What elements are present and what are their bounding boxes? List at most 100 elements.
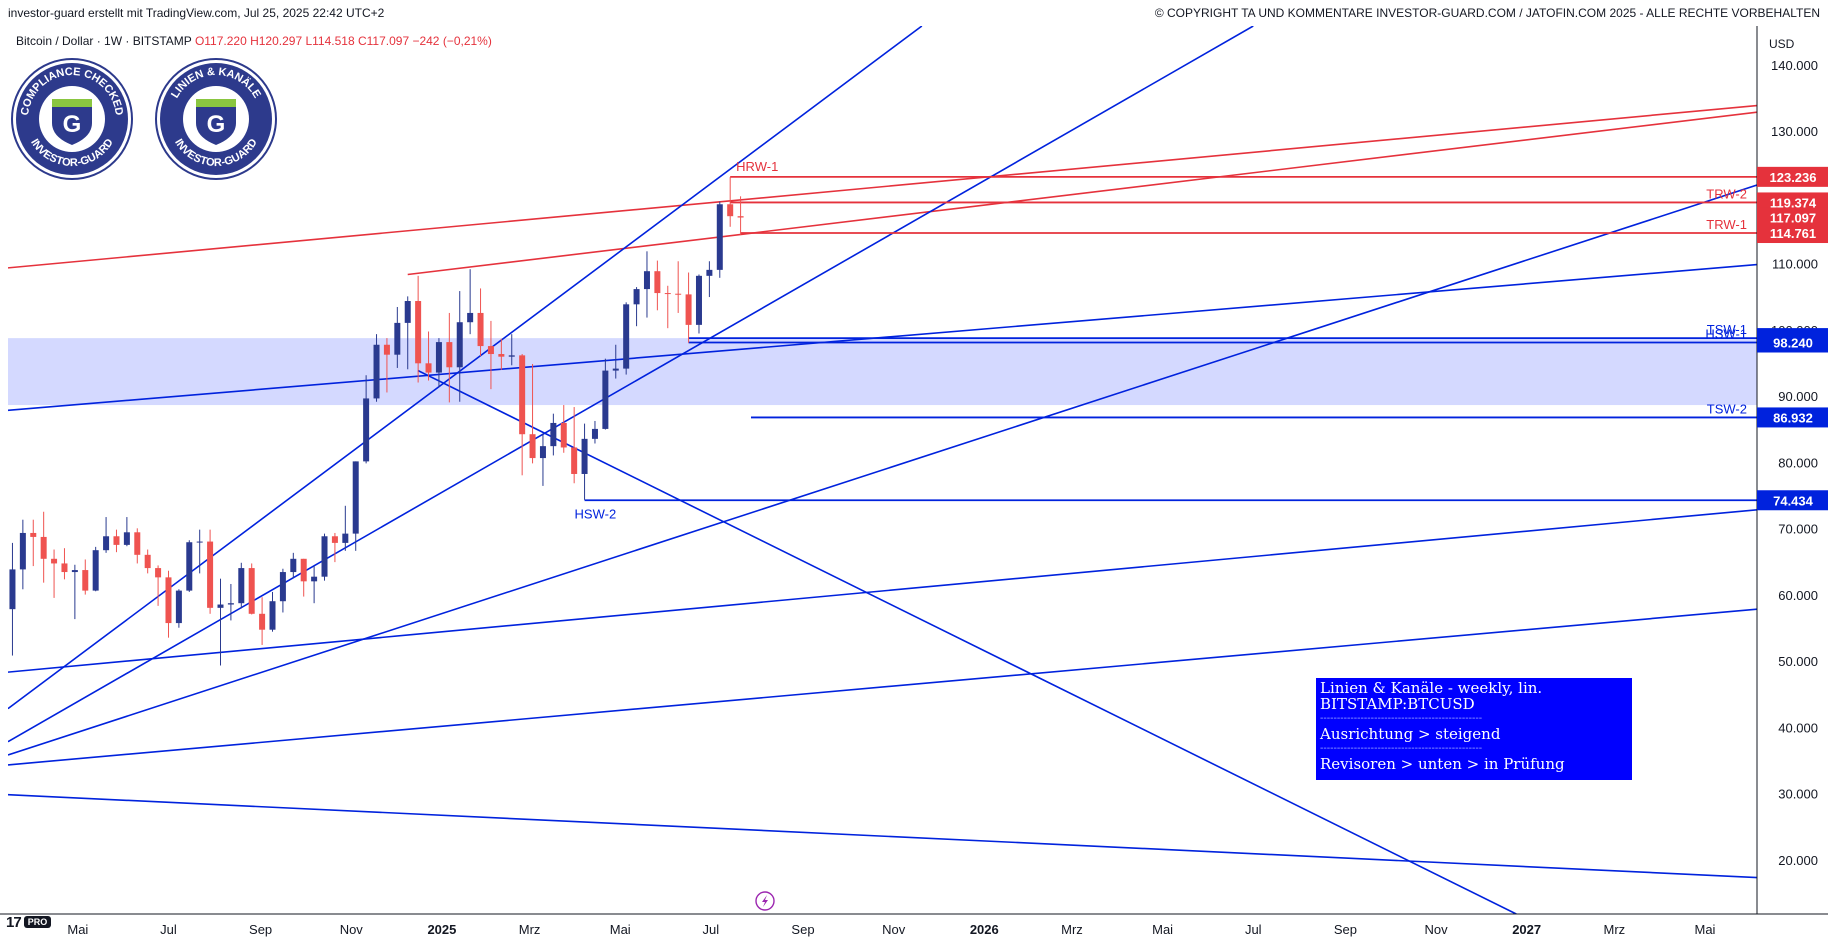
price-tick-label: 40.000 xyxy=(1778,720,1818,735)
symbol-name: Bitcoin / Dollar · 1W · BITSTAMP xyxy=(16,34,192,48)
candle-body xyxy=(186,542,193,591)
price-tag xyxy=(1757,407,1828,428)
candle-body xyxy=(123,532,130,545)
price-tag xyxy=(1757,207,1828,228)
candle-body xyxy=(664,293,671,295)
candle-body xyxy=(498,354,505,357)
price-tick-label: 70.000 xyxy=(1778,522,1818,537)
price-tick-label: 80.000 xyxy=(1778,455,1818,470)
candle-body xyxy=(227,603,234,605)
price-tag xyxy=(1757,223,1828,244)
trendline-red-channel-lower xyxy=(407,111,1757,276)
candle-body xyxy=(311,576,318,582)
candle-body xyxy=(300,558,307,582)
candle-body xyxy=(633,289,640,305)
candle-body xyxy=(571,447,578,474)
trendline-blue-rising-2 xyxy=(8,26,1254,743)
candle-body xyxy=(51,558,58,564)
candle-body xyxy=(61,563,68,573)
price-tick-label: 20.000 xyxy=(1778,853,1818,868)
lightning-glyph xyxy=(762,895,768,907)
time-tick-label: Jul xyxy=(160,922,177,937)
price-tag-label: 117.097 xyxy=(1770,211,1816,226)
candle-body xyxy=(103,536,110,551)
candle-body xyxy=(290,558,297,573)
candle-body xyxy=(539,446,546,459)
price-tag-label: 114.761 xyxy=(1770,226,1816,241)
candle-body xyxy=(165,577,172,624)
price-tag xyxy=(1757,166,1828,187)
top-bar: investor-guard erstellt mit TradingView.… xyxy=(0,0,1828,26)
candle-body xyxy=(92,550,99,591)
candle-body xyxy=(321,536,328,577)
info-line-3: Ausrichtung > steigend xyxy=(1320,725,1501,743)
trendline-blue-channel-low xyxy=(8,508,1757,673)
price-tick-label: 60.000 xyxy=(1778,588,1818,603)
axes-layer: USD 20.000 30.000 40.000 50.000 60.000 70.000 8… xyxy=(0,26,1828,937)
price-tick-label: 90.000 xyxy=(1778,389,1818,404)
candle-body xyxy=(404,301,411,323)
time-tick-label: Sep xyxy=(1334,922,1357,937)
candle-body xyxy=(113,536,120,545)
info-line-1: Linien & Kanäle - weekly, lin. xyxy=(1320,679,1543,697)
candle-body xyxy=(342,533,349,543)
candle-body xyxy=(706,269,713,276)
candle-body xyxy=(134,532,141,555)
time-tick-label: Nov xyxy=(340,922,364,937)
candle-body xyxy=(623,304,630,369)
price-tag-label: 74.434 xyxy=(1773,493,1814,508)
candle-body xyxy=(602,370,609,429)
copyright-caption: © COPYRIGHT TA UND KOMMENTARE INVESTOR-G… xyxy=(1154,6,1820,20)
candle-body xyxy=(695,275,702,325)
trendline-red-channel-upper xyxy=(8,104,1757,269)
candle-body xyxy=(9,569,16,610)
level-label: TSW-2 xyxy=(1707,401,1747,416)
time-tick-label: Mai xyxy=(610,922,631,937)
time-tick-label: Mrz xyxy=(519,922,541,937)
candle-body xyxy=(259,613,266,630)
candle-body xyxy=(675,293,682,295)
candle-body xyxy=(550,422,557,447)
trendline-blue-rising-3 xyxy=(8,184,1757,756)
candle-body xyxy=(82,570,89,591)
time-tick-label: Nov xyxy=(1424,922,1448,937)
time-tick-label: Mai xyxy=(1695,922,1716,937)
candle-body xyxy=(248,568,255,614)
shield-stripe xyxy=(196,99,236,107)
info-box: Linien & Kanäle - weekly, lin. BITSTAMP:… xyxy=(1316,678,1632,780)
candle-body xyxy=(30,532,37,537)
candle-body xyxy=(363,398,370,462)
candle-body xyxy=(446,342,453,368)
price-tick-label: 130.000 xyxy=(1771,124,1818,139)
candle-body xyxy=(716,204,723,270)
symbol-legend[interactable]: Bitcoin / Dollar · 1W · BITSTAMP O117.22… xyxy=(16,34,492,48)
info-line-2: BITSTAMP:BTCUSD xyxy=(1320,695,1475,713)
price-tick-label: 140.000 xyxy=(1771,58,1818,73)
trendline-blue-rising-1 xyxy=(8,26,923,710)
candle-body xyxy=(71,570,78,573)
info-separator-1: ----------------------------------------… xyxy=(1320,713,1483,724)
candle-body xyxy=(529,434,536,459)
candle-body xyxy=(685,294,692,325)
info-line-4: Revisoren > unten > in Prüfung xyxy=(1320,755,1565,773)
time-tick-label: Mrz xyxy=(1604,922,1626,937)
candle-body xyxy=(155,568,162,578)
time-tick-label: Sep xyxy=(791,922,814,937)
info-separator-2: ----------------------------------------… xyxy=(1320,743,1483,754)
time-tick-label: 2025 xyxy=(427,922,456,937)
time-tick-label: Jul xyxy=(1245,922,1262,937)
tv-logo-mark: 17 xyxy=(6,914,22,931)
candle-body xyxy=(467,312,474,323)
candle-body xyxy=(383,344,390,355)
candle-body xyxy=(456,322,463,368)
time-tick-label: Nov xyxy=(882,922,906,937)
badge-letter: G xyxy=(63,111,82,138)
shield-icon xyxy=(52,99,92,145)
candle-body xyxy=(352,461,359,534)
candle-body xyxy=(238,568,245,604)
tradingview-logo[interactable]: 17 PRO xyxy=(6,914,52,931)
time-tick-label: Sep xyxy=(249,922,272,937)
candle-body xyxy=(581,438,588,474)
